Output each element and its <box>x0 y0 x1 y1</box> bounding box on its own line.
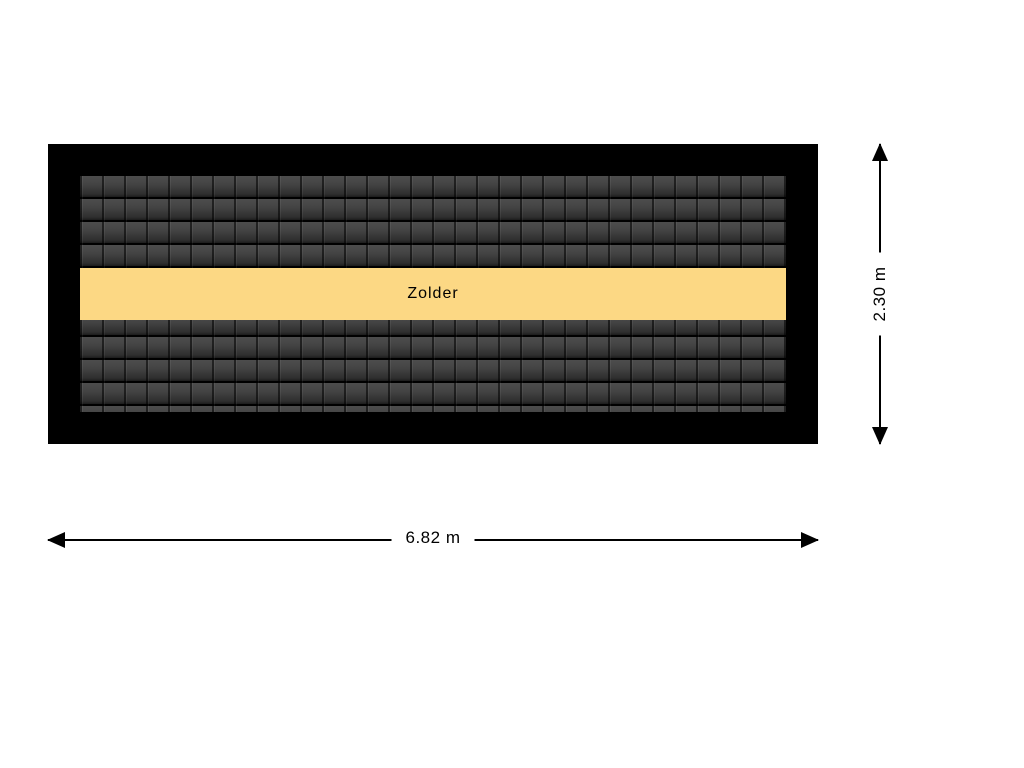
room-label: Zolder <box>407 285 458 303</box>
arrow-left-icon <box>47 532 65 548</box>
arrow-down-icon <box>872 427 888 445</box>
width-dimension-label: 6.82 m <box>392 528 475 548</box>
floorplan-canvas: Zolder 6.82 m 2.30 m <box>0 0 1024 768</box>
attic-plan-frame: Zolder <box>48 144 818 444</box>
arrow-up-icon <box>872 143 888 161</box>
width-dimension: 6.82 m <box>48 530 818 550</box>
roof-area: Zolder <box>80 176 786 412</box>
ridge-strip: Zolder <box>80 268 786 320</box>
height-dimension-label: 2.30 m <box>870 253 890 336</box>
arrow-right-icon <box>801 532 819 548</box>
height-dimension: 2.30 m <box>870 144 890 444</box>
